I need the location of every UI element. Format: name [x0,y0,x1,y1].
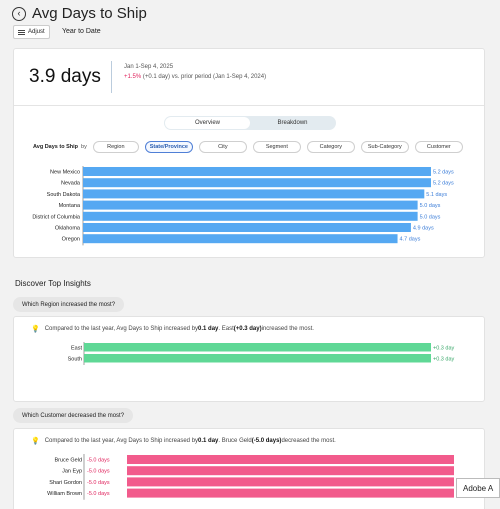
category-label: District of Columbia [32,214,81,220]
dimension-pill-sub-category[interactable]: Sub-Category [360,141,409,153]
insight-text-part: . East [218,326,234,332]
bar[interactable] [83,167,431,176]
bar[interactable] [127,455,454,464]
insight-text-bold: (+0.3 day) [233,326,262,332]
app-tooltip: Adobe A [456,478,500,498]
insight-text-customer: 💡 Compared to the last year, Avg Days to… [31,437,336,445]
category-label: Jan Eyp [62,469,82,475]
tab-overview[interactable]: Overview [165,117,250,129]
insight-card-region: 💡 Compared to the last year, Avg Days to… [13,316,485,402]
lightbulb-icon: 💡 [31,438,40,445]
value-label: -5.0 days [87,480,110,486]
insight-question-region[interactable]: Which Region increased the most? [13,297,125,312]
breakdown-selector: Avg Days to Ship by Region State/Provinc… [33,141,469,153]
view-toggle: Overview Breakdown [164,116,336,130]
menu-lines-icon [18,29,25,35]
insight-question-customer[interactable]: Which Customer decreased the most? [13,408,134,423]
category-label: Bruce Geld [54,458,82,464]
state-bar-chart: New Mexico 5.2 days Nevada 5.2 days South Da… [32,166,454,246]
page-title: Avg Days to Ship [32,5,147,22]
lightbulb-icon: 💡 [31,326,40,333]
dimension-pill-region[interactable]: Region [92,141,139,153]
category-label: Oregon [62,237,80,243]
bar[interactable] [83,223,411,232]
value-label: -5.0 days [87,469,110,475]
value-label: 5.0 days [420,214,441,220]
insight-text-part: decreased the most. [281,438,336,444]
kpi-comparison: +1.5% (+0.1 day) vs. prior period (Jan 1… [124,74,266,80]
tab-breakdown[interactable]: Breakdown [277,120,308,126]
adjust-button[interactable]: Adjust [13,25,50,39]
bar[interactable] [84,343,431,352]
value-label: 5.2 days [433,181,454,187]
category-label: Nevada [61,181,81,187]
dimension-pill-category[interactable]: Category [306,141,355,153]
bar[interactable] [83,200,418,210]
region-bar-chart: East +0.3 day South +0.3 day [68,342,455,365]
value-label: 4.9 days [413,226,434,232]
bar[interactable] [84,354,431,363]
adjust-label: Adjust [28,29,45,35]
category-label: Montana [59,203,81,209]
back-arrow-icon[interactable]: ‹ [12,6,26,21]
value-label: -5.0 days [87,458,110,464]
kpi-period: Jan 1-Sep 4, 2025 [124,64,174,70]
bar[interactable] [83,178,431,188]
customer-bar-chart: Bruce Geld -5.0 days Jan Eyp -5.0 days Shari… [47,454,454,500]
by-word: by [81,144,87,150]
bar[interactable] [127,466,454,476]
bar[interactable] [127,488,454,498]
category-label: Shari Gordon [49,480,82,486]
insight-text-bold: 0.1 day [198,438,219,444]
kpi-delta: +1.5% [124,74,142,80]
kpi-card: 3.9 days Jan 1-Sep 4, 2025 +1.5% (+0.1 d… [13,48,485,258]
value-label: 5.2 days [433,170,454,176]
insight-text-region: 💡 Compared to the last year, Avg Days to… [31,325,314,333]
date-range-label[interactable]: Year to Date [62,28,101,35]
value-label: -5.0 days [87,491,110,497]
dimension-pill-state-province[interactable]: State/Province [144,141,193,153]
insight-card-customer: 💡 Compared to the last year, Avg Days to… [13,428,485,509]
dimension-pill-segment[interactable]: Segment [252,141,301,153]
kpi-compare-text: (+0.1 day) vs. prior period (Jan 1-Sep 4… [141,74,267,80]
bar[interactable] [83,189,425,199]
dimension-pill-customer[interactable]: Customer [414,141,463,153]
value-label: 5.1 days [426,192,447,198]
insight-text-part: increased the most. [261,326,314,332]
category-label: South [68,356,82,362]
category-label: New Mexico [50,170,80,176]
measure-label: Avg Days to Ship [33,144,79,150]
bar[interactable] [83,234,398,244]
insights-section-title: Discover Top Insights [15,279,91,288]
insight-text-bold: (-5.0 days) [251,438,282,444]
value-label: +0.3 day [433,356,455,362]
value-label: 4.7 days [400,237,421,243]
category-label: South Dakota [47,192,81,198]
category-label: Oklahoma [55,226,81,232]
bar[interactable] [127,477,454,487]
value-label: +0.3 day [433,345,455,351]
insight-text-part: . Bruce Geld [218,438,252,444]
card-divider [14,105,484,106]
insight-text-part: Compared to the last year, Avg Days to S… [44,438,199,444]
bar[interactable] [83,211,418,221]
value-label: 5.0 days [420,203,441,209]
dimension-pill-city[interactable]: City [198,141,247,153]
category-label: East [71,345,82,351]
insight-text-bold: 0.1 day [198,326,219,332]
kpi-value: 3.9 days [29,66,101,87]
category-label: William Brown [47,491,82,497]
insight-text-part: Compared to the last year, Avg Days to S… [44,326,199,332]
page-header: ‹ Avg Days to Ship [12,5,147,22]
kpi-divider [111,61,112,93]
